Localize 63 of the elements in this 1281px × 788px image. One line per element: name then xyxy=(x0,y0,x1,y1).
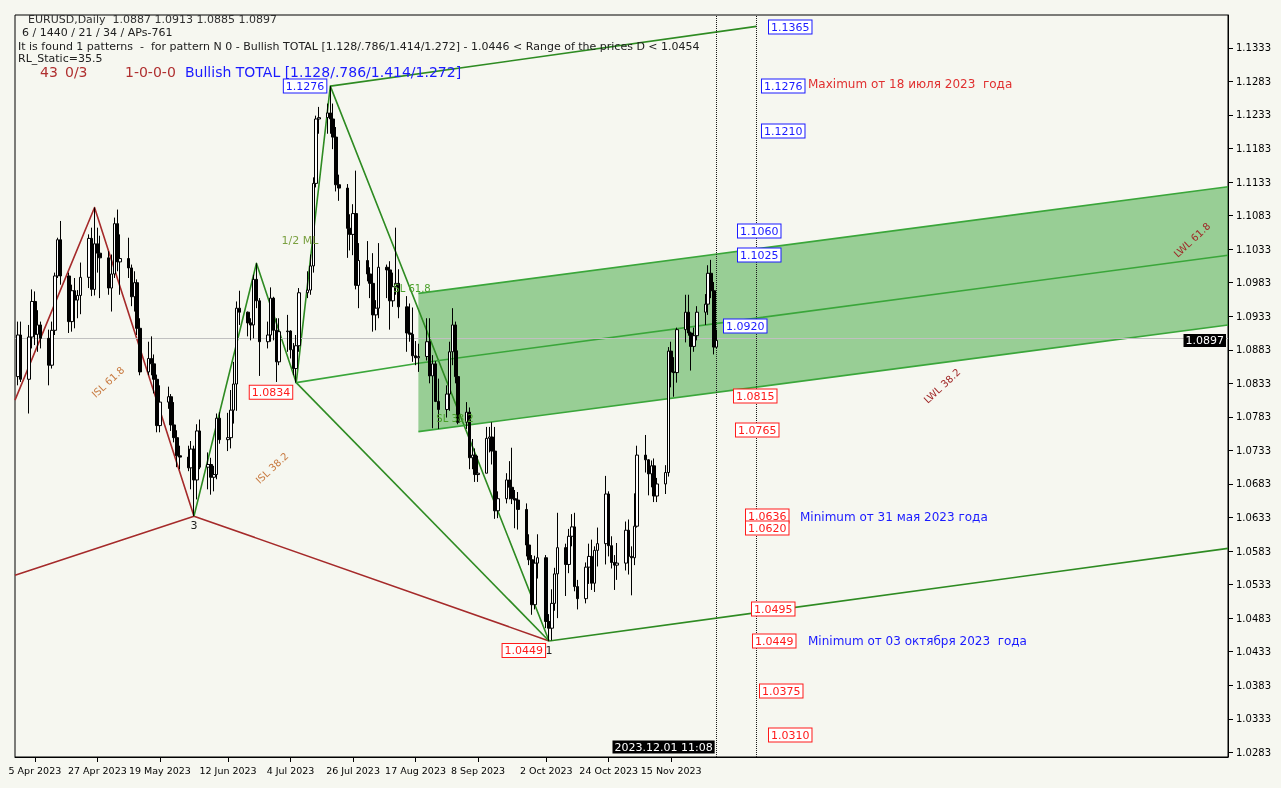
annotation: 1.1210 xyxy=(764,124,803,138)
annotation: 1.0310 xyxy=(771,728,810,742)
annotation: 0/3 xyxy=(65,64,88,80)
annotation: 1.0375 xyxy=(762,684,801,698)
x-tick-label: 5 Apr 2023 xyxy=(8,764,62,776)
ref-line-label: 2023.12.01 11:08 xyxy=(614,740,713,754)
x-tick-label: 26 Jul 2023 xyxy=(326,764,380,776)
y-tick-label: 1.0283 xyxy=(1236,746,1271,758)
y-tick-label: 1.0833 xyxy=(1236,377,1271,389)
annotation: Maximum от 18 июля 2023 года xyxy=(808,77,1013,91)
annotation: 1.0920 xyxy=(726,319,765,333)
annotation: 1 xyxy=(545,643,553,657)
y-tick-label: 1.1333 xyxy=(1236,42,1271,54)
y-tick-label: 1.0433 xyxy=(1236,646,1271,658)
y-tick-label: 1.0683 xyxy=(1236,478,1271,490)
ref-line-label: 1.0897 xyxy=(1185,333,1224,347)
annotation: Minimum от 31 мая 2023 года xyxy=(800,510,988,524)
x-tick-label: 17 Aug 2023 xyxy=(385,764,446,776)
annotation: 1.1025 xyxy=(740,248,779,262)
y-tick-label: 1.0883 xyxy=(1236,344,1271,356)
annotation: 1.0815 xyxy=(736,389,775,403)
annotation: 43 xyxy=(40,64,58,80)
annotation: 1.0620 xyxy=(748,521,787,535)
y-tick-label: 1.0633 xyxy=(1236,511,1271,523)
x-tick-label: 8 Sep 2023 xyxy=(450,764,506,776)
y-tick-label: 1.0733 xyxy=(1236,444,1271,456)
text: 6 / 1440 / 21 / 34 / APs-761 xyxy=(22,26,173,39)
y-tick-label: 1.0333 xyxy=(1236,713,1271,725)
chart-title: EURUSD,Daily 1.0887 1.0913 1.0885 1.0897 xyxy=(28,13,277,26)
y-tick-label: 1.1133 xyxy=(1236,176,1271,188)
annotation: 1.1276 xyxy=(764,79,803,93)
y-tick-label: 1.0783 xyxy=(1236,411,1271,423)
x-tick-label: 15 Nov 2023 xyxy=(640,764,702,776)
annotation: 1.0636 xyxy=(748,509,787,523)
y-tick-label: 1.0983 xyxy=(1236,277,1271,289)
y-tick-label: 1.0383 xyxy=(1236,679,1271,691)
y-tick-label: 1.0483 xyxy=(1236,612,1271,624)
x-tick-label: 4 Jul 2023 xyxy=(266,764,315,776)
annotation: 3 xyxy=(190,519,198,533)
y-tick-label: 1.1283 xyxy=(1236,75,1271,87)
y-tick-label: 1.0933 xyxy=(1236,310,1271,322)
annotation: Minimum от 03 октября 2023 года xyxy=(808,634,1027,648)
annotation: 1.0449 xyxy=(504,643,544,657)
annotation: 1.0765 xyxy=(738,423,777,437)
annotation: 1.1365 xyxy=(771,20,810,34)
x-tick-label: 12 Jun 2023 xyxy=(199,764,257,776)
annotation: 1.0834 xyxy=(251,385,291,399)
x-tick-label: 19 May 2023 xyxy=(128,764,191,776)
y-tick-label: 1.0583 xyxy=(1236,545,1271,557)
y-tick-label: 1.1183 xyxy=(1236,143,1271,155)
x-tick-label: 24 Oct 2023 xyxy=(579,764,639,776)
annotation: RL_Static=35.5 xyxy=(18,51,103,65)
y-tick-label: 1.0533 xyxy=(1236,579,1271,591)
y-tick-label: 1.1083 xyxy=(1236,210,1271,222)
y-tick-label: 1.1233 xyxy=(1236,109,1271,121)
x-tick-label: 2 Oct 2023 xyxy=(519,764,573,776)
annotation: 1.1276 xyxy=(285,79,325,93)
annotation: 1.0495 xyxy=(754,602,793,616)
x-tick-label: 27 Apr 2023 xyxy=(68,764,127,776)
annotation: 1-0-0-0 xyxy=(125,64,176,80)
annotation: 1.0449 xyxy=(755,634,794,648)
y-tick-label: 1.1033 xyxy=(1236,243,1271,255)
annotation: 1.1060 xyxy=(740,224,779,238)
